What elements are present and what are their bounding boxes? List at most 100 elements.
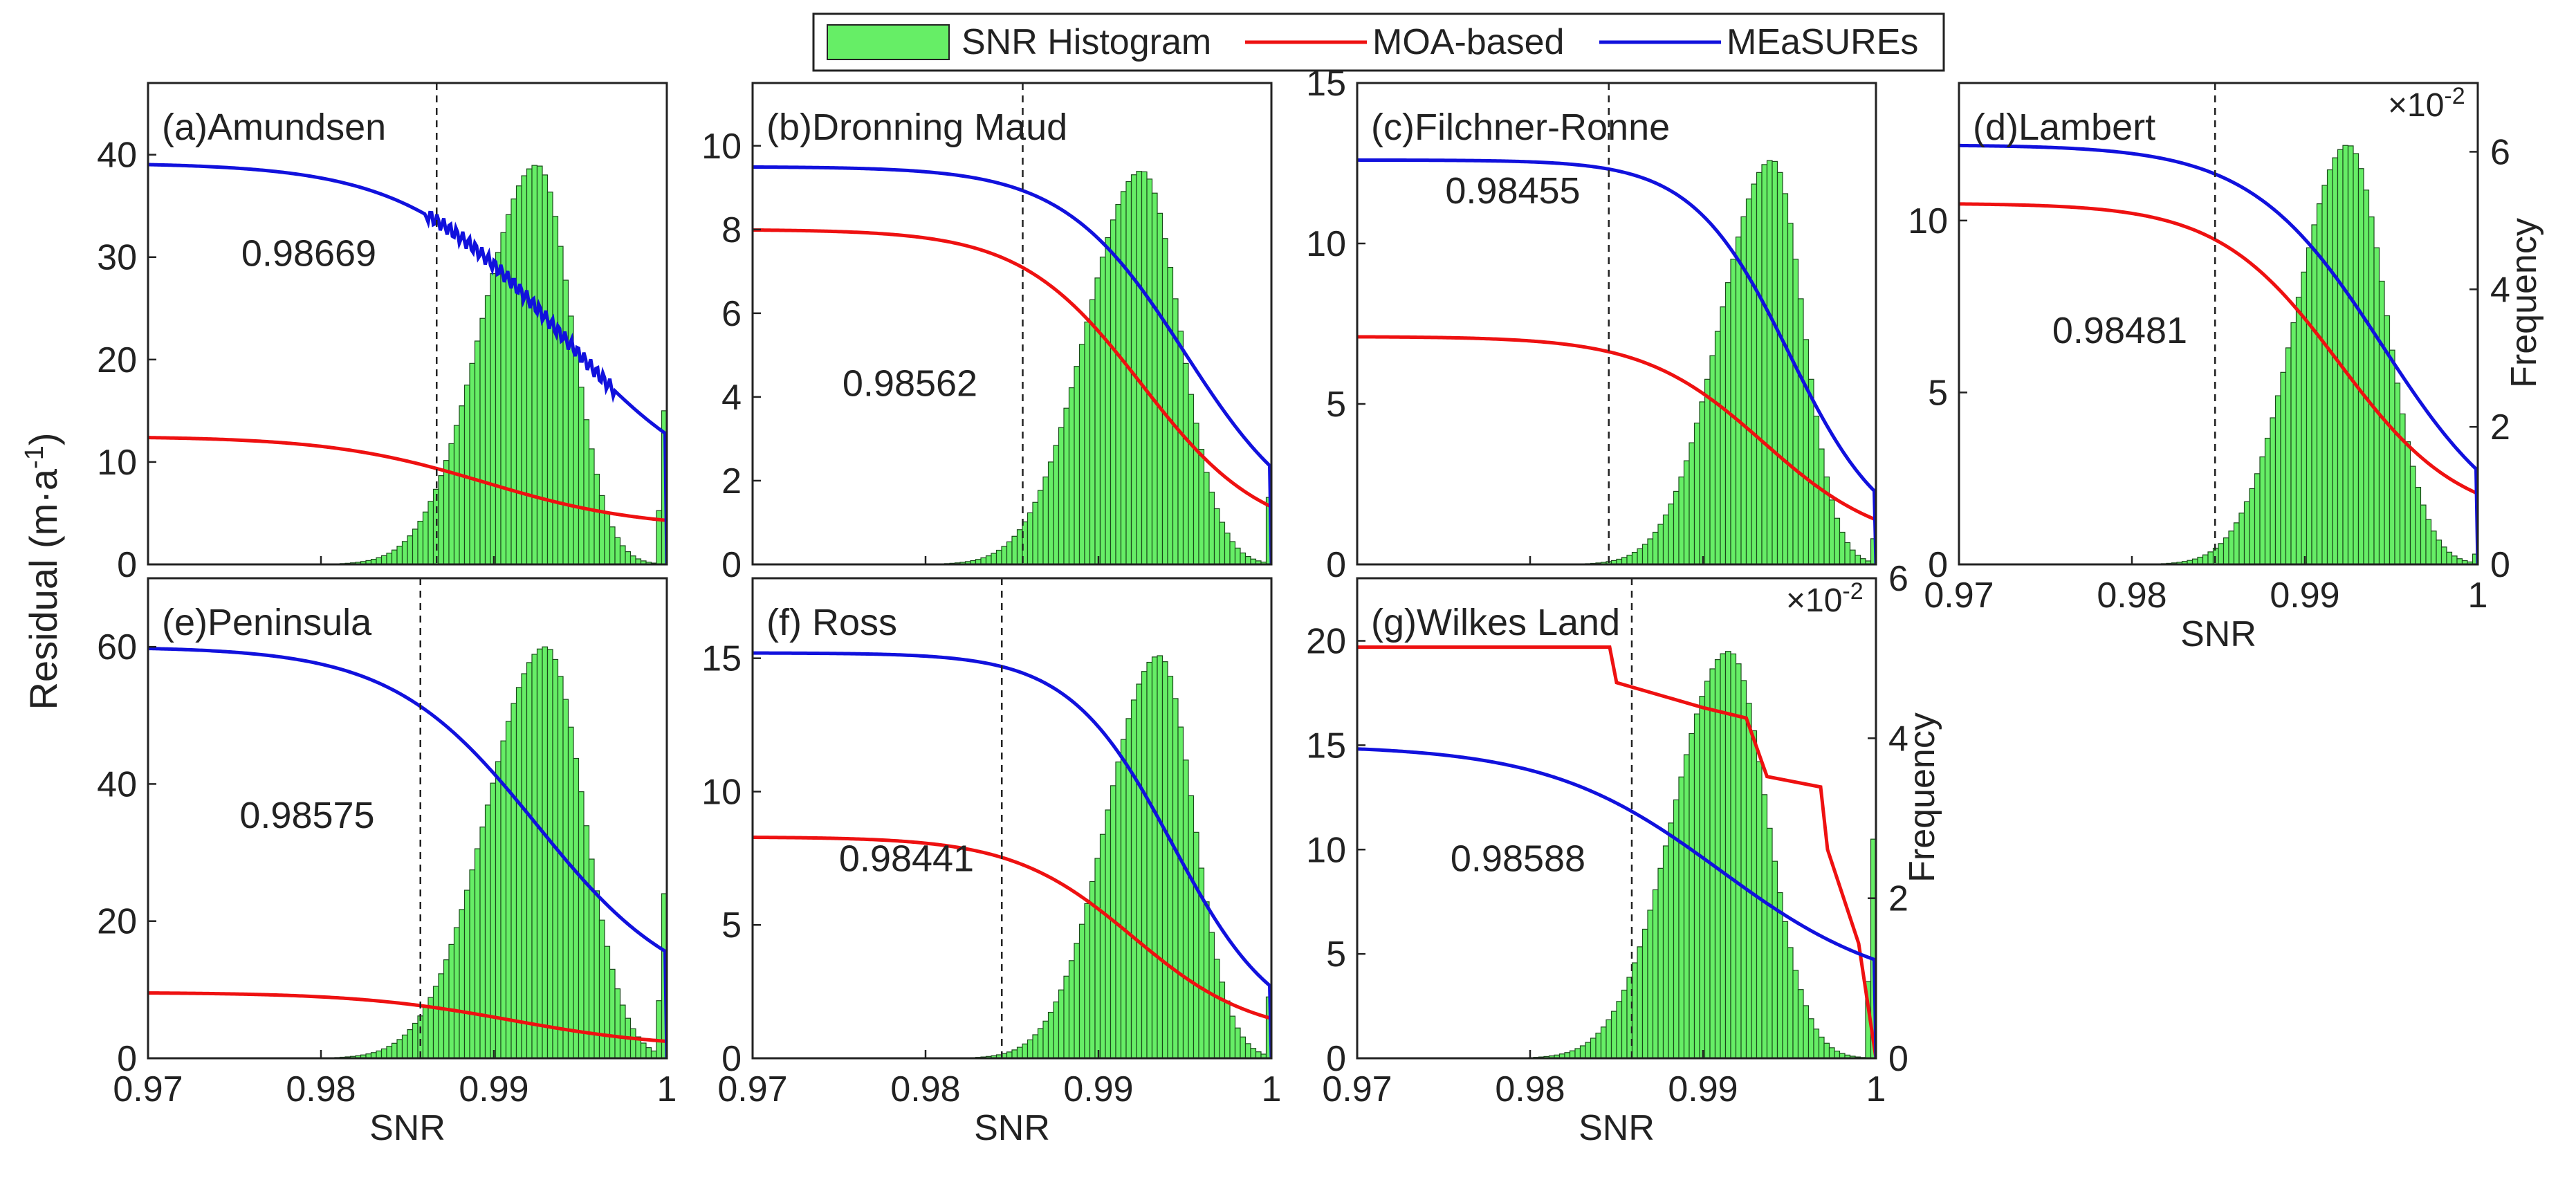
freq-tick-label: 4 xyxy=(2490,270,2510,310)
histogram-bar xyxy=(407,1029,414,1058)
histogram-bar xyxy=(432,986,439,1058)
histogram-bar xyxy=(1078,923,1085,1058)
histogram-bar xyxy=(594,473,600,564)
panel-title: (a)Amundsen xyxy=(162,107,386,148)
freq-tick-label: 6 xyxy=(2490,132,2510,172)
histogram-bar xyxy=(1647,538,1654,564)
histogram-bar xyxy=(438,973,445,1058)
legend-label-moa: MOA-based xyxy=(1372,22,1564,62)
histogram xyxy=(329,646,667,1058)
moa-based-line xyxy=(753,836,1271,1020)
histogram-bar xyxy=(526,662,533,1058)
histogram-bar xyxy=(1141,171,1148,564)
threshold-value-label: 0.98481 xyxy=(2052,310,2187,351)
histogram-bar xyxy=(583,825,590,1058)
axes-frame xyxy=(751,82,1273,566)
histogram-bar xyxy=(2342,145,2349,564)
histogram-bar xyxy=(1032,501,1039,564)
histogram-bar xyxy=(1740,680,1747,1058)
histogram-bar xyxy=(1637,946,1644,1058)
histogram-bar xyxy=(1590,1038,1597,1058)
histogram xyxy=(334,165,667,564)
x-tick-label: 0.97 xyxy=(1924,575,1994,616)
measures-line xyxy=(148,647,667,1058)
x-tick-label: 0.98 xyxy=(286,1069,356,1109)
x-tick-label: 0.97 xyxy=(717,1069,787,1109)
histogram-bar xyxy=(1022,1043,1029,1058)
histogram-bar xyxy=(484,295,491,564)
histogram-bar xyxy=(2409,465,2416,564)
y-tick-label: 8 xyxy=(721,210,742,250)
y-tick-label: 0 xyxy=(1326,1039,1346,1079)
histogram-bar xyxy=(1068,387,1075,564)
histogram-bar xyxy=(578,791,585,1058)
histogram-bar xyxy=(1188,394,1195,564)
histogram-bar xyxy=(1120,191,1127,564)
y-tick-label: 2 xyxy=(721,461,742,501)
histogram-bar xyxy=(490,273,497,564)
histogram-bar xyxy=(2446,551,2453,564)
histogram-bar xyxy=(604,513,611,564)
histogram-bar xyxy=(1735,663,1742,1058)
axes-frame xyxy=(1356,82,1877,566)
threshold-value-label: 0.98669 xyxy=(241,232,376,274)
histogram-bar xyxy=(1756,761,1763,1058)
x-axis-label: SNR xyxy=(974,1108,1050,1148)
histogram-bar xyxy=(1782,193,1789,564)
histogram-bar xyxy=(474,848,481,1058)
y-tick-label: 0 xyxy=(1928,545,1948,585)
histogram-bar xyxy=(1198,449,1205,564)
plot-content xyxy=(753,165,1271,564)
histogram-bar xyxy=(2353,153,2359,564)
histogram-bar xyxy=(1125,181,1132,564)
histogram-bar xyxy=(1240,552,1246,564)
histogram-bar xyxy=(1001,546,1008,564)
histogram-bar xyxy=(1761,794,1768,1058)
histogram-bar xyxy=(427,501,434,564)
histogram-bar xyxy=(1745,703,1752,1058)
histogram-bar xyxy=(588,448,595,564)
threshold-value-label: 0.98441 xyxy=(839,838,974,879)
histogram-bar xyxy=(1161,661,1168,1058)
histogram-bar xyxy=(376,1050,383,1058)
histogram-bar xyxy=(1105,809,1112,1058)
histogram-bar xyxy=(1037,1028,1044,1058)
histogram-bar xyxy=(2202,554,2209,564)
freq-tick-label: 6 xyxy=(1888,559,1908,599)
histogram-bar xyxy=(1172,698,1179,1058)
histogram-bar xyxy=(1657,524,1664,564)
histogram-bar xyxy=(1099,257,1106,564)
histogram-bar xyxy=(1011,1049,1018,1058)
histogram-bar xyxy=(1037,490,1044,564)
histogram-bar xyxy=(1745,199,1752,564)
panel-title: (c)Filchner-Ronne xyxy=(1371,107,1670,148)
histogram-bar xyxy=(552,658,559,1058)
histogram-bar xyxy=(2264,437,2271,564)
y-tick-label: 0 xyxy=(1326,545,1346,585)
histogram-bar xyxy=(629,555,636,564)
histogram-bar xyxy=(386,1046,393,1058)
histogram-bar xyxy=(1776,892,1783,1058)
histogram-bar xyxy=(1772,860,1778,1058)
x-tick-label: 0.99 xyxy=(459,1069,528,1109)
histogram-bar xyxy=(1668,822,1675,1058)
histogram-bar xyxy=(407,535,414,564)
x-tick-label: 1 xyxy=(2468,575,2488,616)
histogram-bar xyxy=(578,387,585,564)
histogram-bar xyxy=(1724,282,1731,564)
histogram-bar xyxy=(459,909,466,1058)
freq-tick-label: 4 xyxy=(1888,719,1908,759)
histogram-bar xyxy=(401,1034,408,1058)
panel-g: 0 5 10 15 20 0.97 0.98 0.99 1 SNR 0 2 4 6 Frequency ×10… xyxy=(1306,559,1942,1148)
histogram-bar xyxy=(1828,1047,1835,1058)
histogram-bar xyxy=(2228,531,2235,564)
histogram-bar xyxy=(1834,517,1841,564)
histogram-bar xyxy=(1208,491,1215,564)
y-tick-label: 0 xyxy=(117,1039,137,1079)
histogram-bar xyxy=(573,351,580,564)
histogram-bar xyxy=(1182,362,1189,564)
histogram-bar xyxy=(1157,212,1163,564)
axes-frame xyxy=(147,82,668,566)
shared-labels: Residual (m·a-1) xyxy=(20,432,65,710)
